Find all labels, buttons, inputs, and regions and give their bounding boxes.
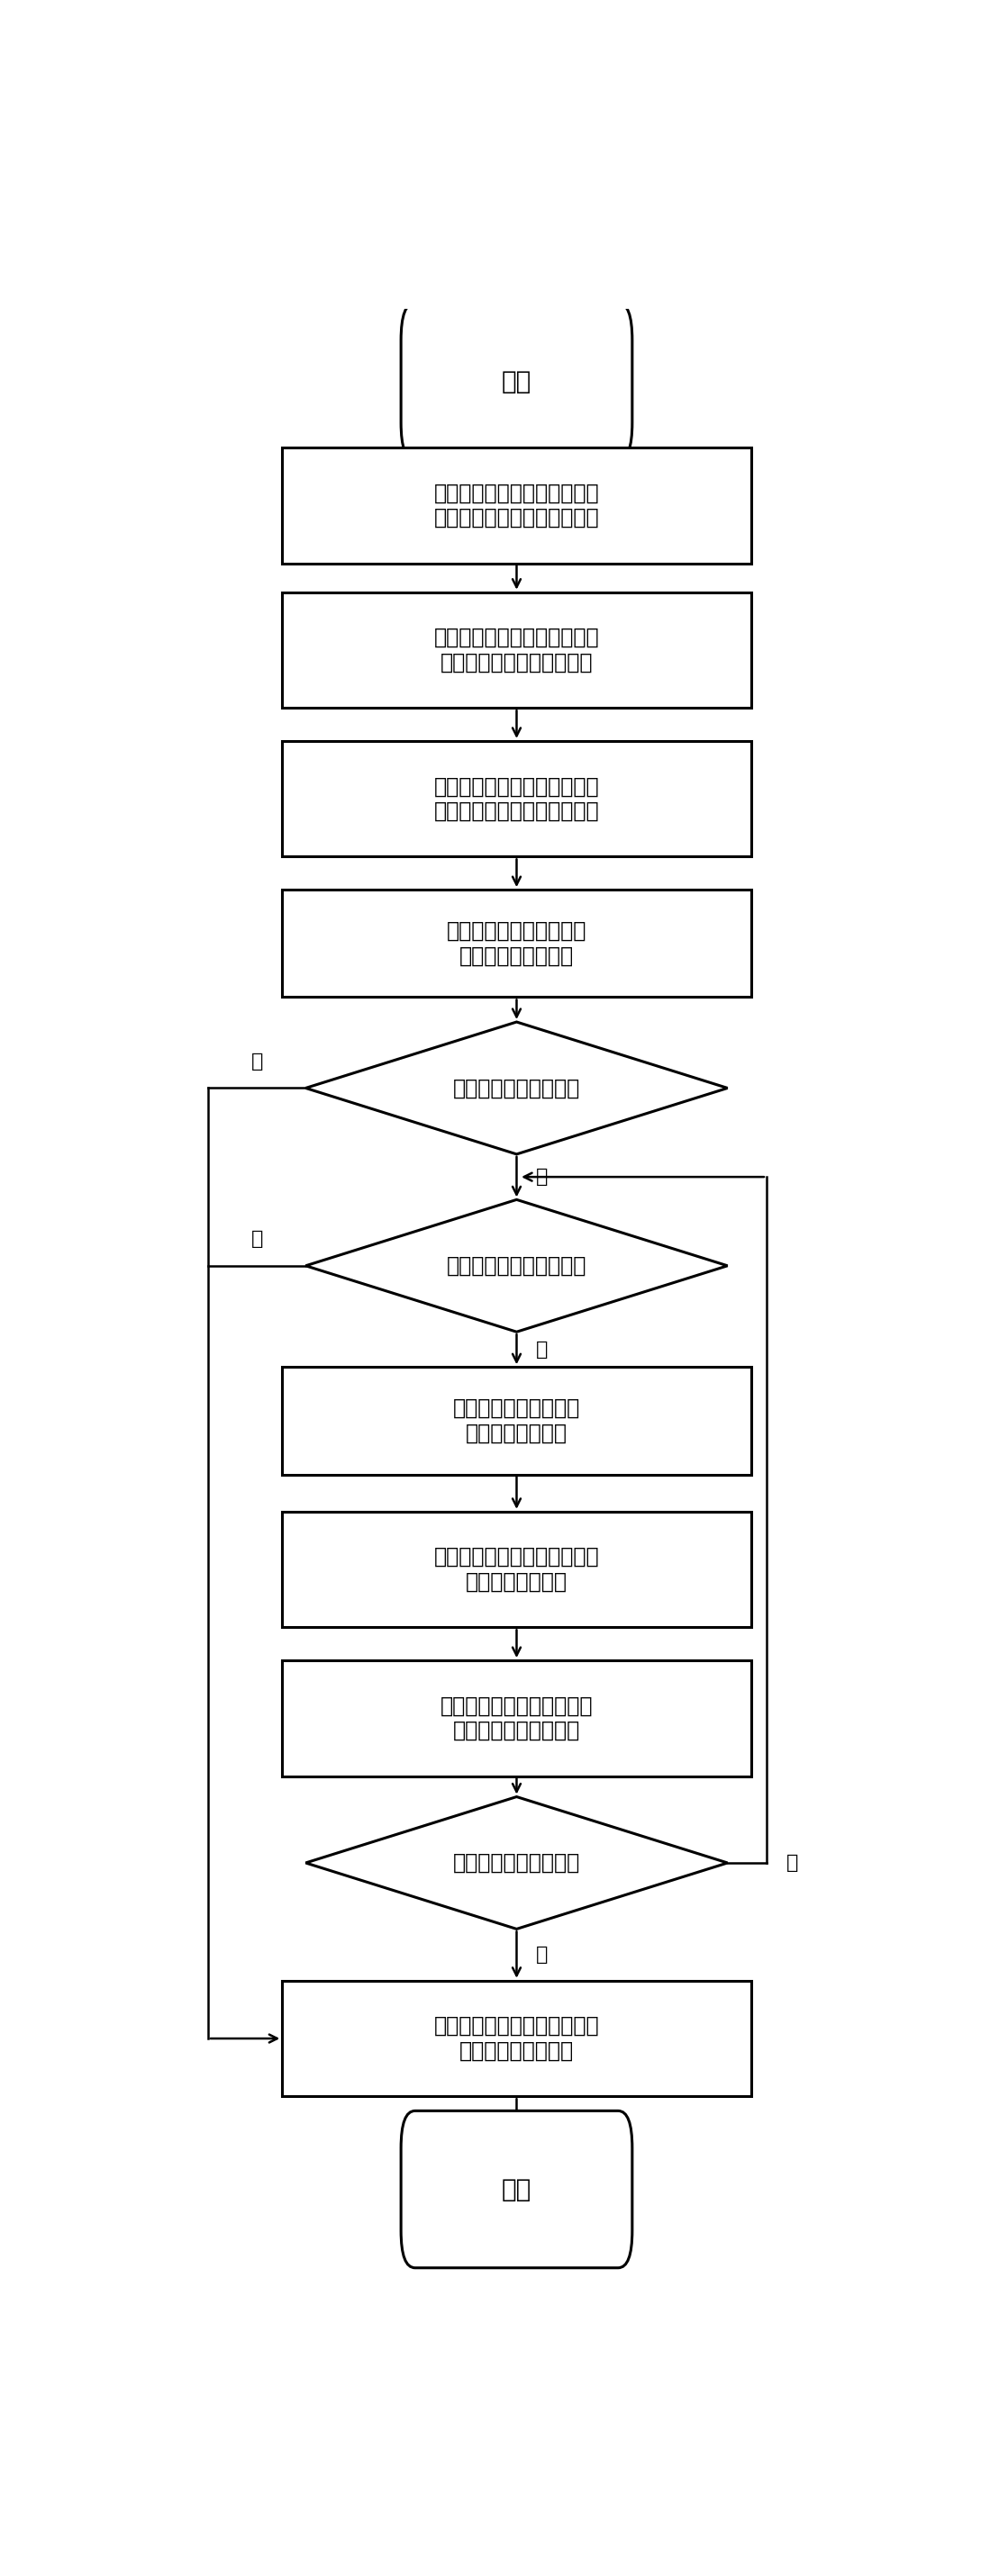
Text: 否: 否 xyxy=(251,1051,263,1069)
Polygon shape xyxy=(305,1200,728,1332)
Polygon shape xyxy=(305,1798,728,1929)
Text: 应用可靠性小于需求？: 应用可靠性小于需求？ xyxy=(453,1077,581,1100)
Bar xyxy=(282,742,751,858)
Text: 是: 是 xyxy=(535,1167,547,1185)
Text: 将各任务按实时可靠性
由小到大进行排序: 将各任务按实时可靠性 由小到大进行排序 xyxy=(453,1396,581,1445)
Text: 是: 是 xyxy=(535,1340,547,1358)
Text: 各任务的复制次数相同？: 各任务的复制次数相同？ xyxy=(447,1255,587,1278)
Text: 对每一个任务选择其可靠性最
大的可用处理器进行一次复制: 对每一个任务选择其可靠性最 大的可用处理器进行一次复制 xyxy=(433,775,600,822)
Text: 计算该任务新的实时可靠性
和应用新的实时可靠性: 计算该任务新的实时可靠性 和应用新的实时可靠性 xyxy=(440,1695,593,1741)
Text: 是: 是 xyxy=(786,1855,798,1873)
FancyBboxPatch shape xyxy=(401,2110,632,2267)
Bar xyxy=(282,448,751,564)
Text: 否: 否 xyxy=(535,1945,547,1963)
Bar xyxy=(282,1368,751,1473)
FancyBboxPatch shape xyxy=(401,304,632,461)
Text: 计算各任务的实时可靠性
和应用的实时可靠性: 计算各任务的实时可靠性 和应用的实时可靠性 xyxy=(447,920,587,966)
Bar xyxy=(282,592,751,708)
Text: 开始: 开始 xyxy=(502,368,531,394)
Text: 对复制次数最少且排序最前的
任务进行一次复制: 对复制次数最少且排序最前的 任务进行一次复制 xyxy=(433,1546,600,1592)
Text: 否: 否 xyxy=(251,1229,263,1247)
Text: 应用可靠性小于需求？: 应用可靠性小于需求？ xyxy=(453,1852,581,1873)
Bar xyxy=(282,889,751,997)
Text: 结束: 结束 xyxy=(502,2177,531,2202)
Bar xyxy=(282,1981,751,2097)
Bar xyxy=(282,1662,751,1775)
Bar xyxy=(282,1512,751,1628)
Text: 确定参数，如处理器故障率，
任务执行时间，可靠性需求等: 确定参数，如处理器故障率， 任务执行时间，可靠性需求等 xyxy=(433,482,600,528)
Text: 计算应用的最终可靠性，总冗
余数，运行时间成本: 计算应用的最终可靠性，总冗 余数，运行时间成本 xyxy=(433,2014,600,2061)
Polygon shape xyxy=(305,1023,728,1154)
Text: 计算各任务在不同处理器上的
可靠性并由大到小进行排序: 计算各任务在不同处理器上的 可靠性并由大到小进行排序 xyxy=(433,626,600,672)
